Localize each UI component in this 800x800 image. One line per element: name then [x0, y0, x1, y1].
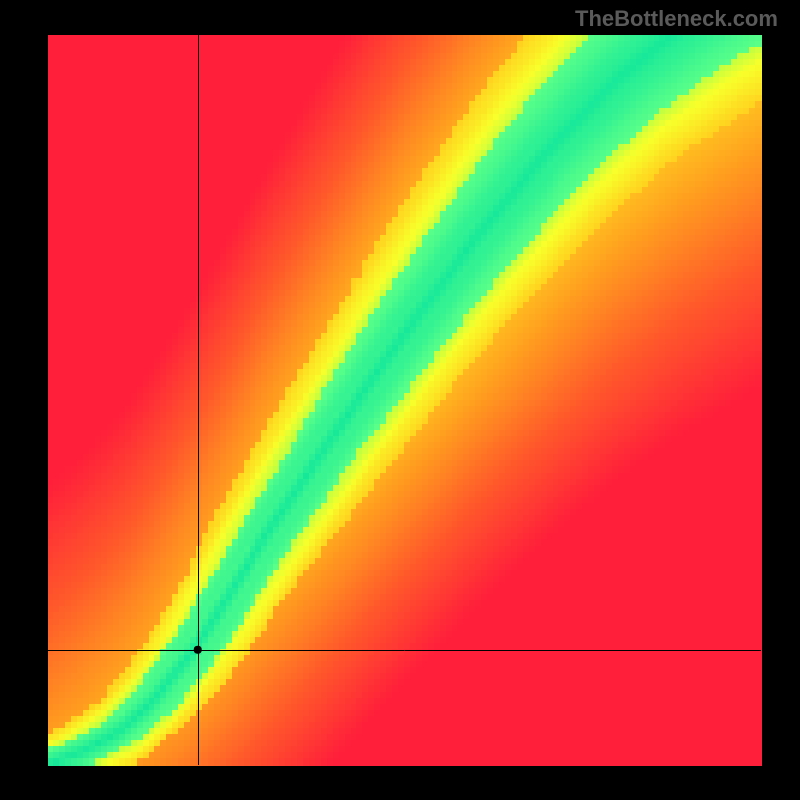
- watermark-text: TheBottleneck.com: [575, 6, 778, 32]
- bottleneck-heatmap: [0, 0, 800, 800]
- chart-container: TheBottleneck.com: [0, 0, 800, 800]
